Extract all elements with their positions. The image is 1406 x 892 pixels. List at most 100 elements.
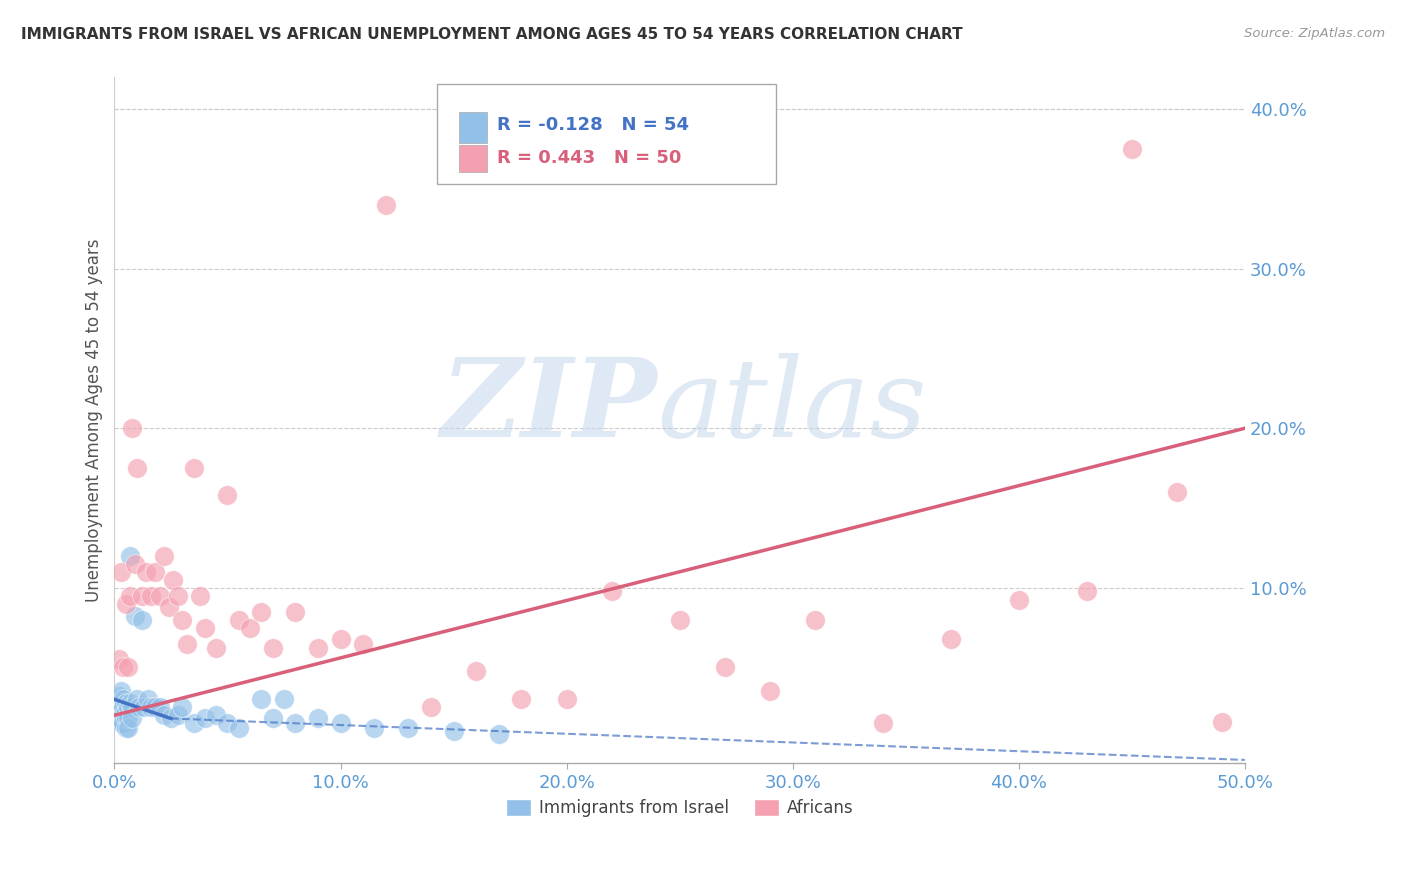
Point bbox=[217, 488, 239, 502]
Point bbox=[153, 549, 176, 563]
Point bbox=[117, 721, 139, 735]
Point bbox=[125, 692, 148, 706]
FancyBboxPatch shape bbox=[460, 112, 488, 143]
Text: R = 0.443   N = 50: R = 0.443 N = 50 bbox=[496, 149, 681, 168]
Point bbox=[114, 711, 136, 725]
Point bbox=[307, 641, 329, 656]
Point bbox=[110, 705, 132, 719]
Point bbox=[329, 632, 352, 646]
Point bbox=[105, 692, 128, 706]
Point bbox=[307, 711, 329, 725]
Point bbox=[114, 597, 136, 611]
Point bbox=[217, 716, 239, 731]
Point bbox=[374, 198, 396, 212]
Point bbox=[443, 724, 465, 739]
Point bbox=[160, 711, 183, 725]
Point bbox=[120, 696, 142, 710]
Point bbox=[183, 716, 205, 731]
Point bbox=[352, 636, 374, 650]
Point bbox=[262, 641, 284, 656]
Point bbox=[120, 549, 142, 563]
Point bbox=[112, 660, 135, 674]
Point bbox=[110, 565, 132, 579]
Point bbox=[759, 684, 782, 698]
Point bbox=[110, 684, 132, 698]
Point bbox=[162, 573, 184, 587]
Point bbox=[239, 621, 262, 635]
Point bbox=[465, 664, 488, 678]
Point bbox=[105, 708, 128, 723]
Point bbox=[120, 589, 142, 603]
Point bbox=[176, 636, 198, 650]
Point bbox=[250, 692, 273, 706]
Point bbox=[143, 565, 166, 579]
Point bbox=[121, 700, 143, 714]
Point bbox=[166, 708, 188, 723]
Point bbox=[124, 557, 146, 571]
Point bbox=[149, 589, 172, 603]
Point bbox=[1166, 485, 1188, 500]
Point bbox=[117, 700, 139, 714]
Point bbox=[183, 461, 205, 475]
Point bbox=[194, 621, 217, 635]
Point bbox=[555, 692, 578, 706]
Point bbox=[488, 727, 510, 741]
Point bbox=[114, 721, 136, 735]
Point bbox=[121, 421, 143, 435]
Point bbox=[112, 716, 135, 731]
Point bbox=[105, 700, 128, 714]
Legend: Immigrants from Israel, Africans: Immigrants from Israel, Africans bbox=[499, 792, 860, 823]
Point bbox=[396, 721, 419, 735]
Point bbox=[284, 716, 307, 731]
Point bbox=[600, 583, 623, 598]
Text: Source: ZipAtlas.com: Source: ZipAtlas.com bbox=[1244, 27, 1385, 40]
Point bbox=[1076, 583, 1098, 598]
Point bbox=[131, 589, 153, 603]
Point bbox=[108, 689, 131, 703]
Point bbox=[714, 660, 737, 674]
Text: ZIP: ZIP bbox=[440, 353, 657, 460]
Point bbox=[510, 692, 533, 706]
Point bbox=[112, 692, 135, 706]
Point bbox=[114, 705, 136, 719]
Point bbox=[228, 721, 250, 735]
Point bbox=[124, 609, 146, 624]
Point bbox=[420, 700, 443, 714]
Point bbox=[194, 711, 217, 725]
Point bbox=[153, 708, 176, 723]
Point bbox=[136, 692, 159, 706]
Point bbox=[135, 565, 157, 579]
Point bbox=[205, 641, 228, 656]
Point bbox=[112, 700, 135, 714]
Point bbox=[114, 696, 136, 710]
Point bbox=[872, 716, 894, 731]
Point bbox=[166, 589, 188, 603]
Point bbox=[125, 461, 148, 475]
Point bbox=[108, 711, 131, 725]
Point bbox=[329, 716, 352, 731]
Point bbox=[121, 711, 143, 725]
Point bbox=[1121, 142, 1143, 156]
Point bbox=[108, 700, 131, 714]
Point bbox=[250, 605, 273, 619]
Point bbox=[273, 692, 295, 706]
Point bbox=[262, 711, 284, 725]
Point bbox=[110, 711, 132, 725]
Point bbox=[139, 589, 162, 603]
Point bbox=[172, 700, 194, 714]
Point bbox=[117, 711, 139, 725]
Point bbox=[149, 700, 172, 714]
Point bbox=[112, 708, 135, 723]
Point bbox=[1211, 714, 1233, 729]
Point bbox=[205, 708, 228, 723]
Text: atlas: atlas bbox=[657, 353, 927, 460]
Point bbox=[143, 700, 166, 714]
Point bbox=[172, 613, 194, 627]
Point bbox=[668, 613, 690, 627]
FancyBboxPatch shape bbox=[460, 145, 488, 172]
Point bbox=[188, 589, 211, 603]
Point bbox=[139, 700, 162, 714]
Text: IMMIGRANTS FROM ISRAEL VS AFRICAN UNEMPLOYMENT AMONG AGES 45 TO 54 YEARS CORRELA: IMMIGRANTS FROM ISRAEL VS AFRICAN UNEMPL… bbox=[21, 27, 963, 42]
FancyBboxPatch shape bbox=[437, 85, 776, 184]
Point bbox=[804, 613, 827, 627]
